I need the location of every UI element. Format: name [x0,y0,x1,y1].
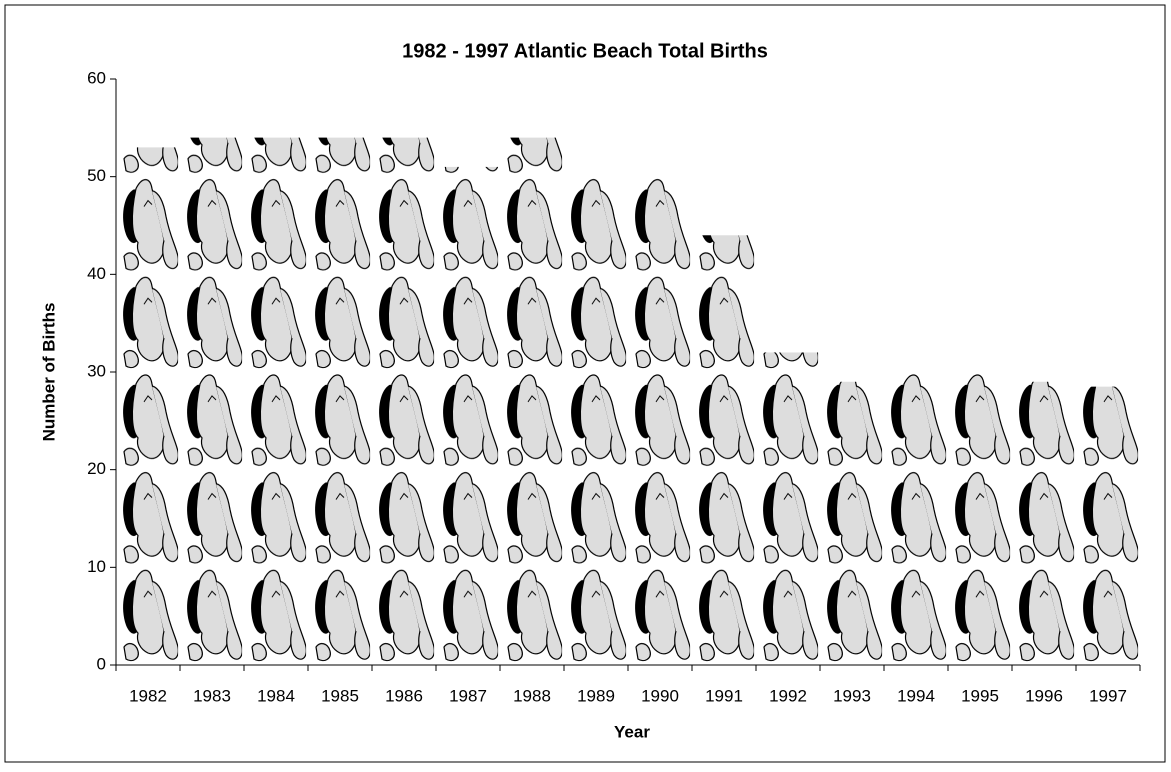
x-tick-label: 1990 [641,686,679,705]
bar [117,147,179,665]
y-tick-label: 50 [87,166,106,185]
y-tick-label: 10 [87,557,106,576]
y-tick-label: 60 [87,68,106,87]
bar [1077,386,1139,665]
chart-title: 1982 - 1997 Atlantic Beach Total Births [402,40,768,62]
x-tick-label: 1995 [961,686,999,705]
bar [501,137,563,666]
bar [693,235,755,665]
x-tick-label: 1983 [193,686,231,705]
bar [437,166,499,665]
x-tick-label: 1985 [321,686,359,705]
y-tick-label: 40 [87,264,106,283]
x-tick-label: 1987 [449,686,487,705]
bar [373,137,435,666]
x-tick-label: 1986 [385,686,423,705]
x-tick-label: 1989 [577,686,615,705]
x-tick-label: 1992 [769,686,807,705]
bar [949,372,1011,665]
x-tick-label: 1996 [1025,686,1063,705]
bar [757,352,819,665]
bar [245,137,307,666]
bar [821,381,883,665]
x-tick-label: 1997 [1089,686,1127,705]
bar [565,176,627,665]
x-tick-label: 1993 [833,686,871,705]
y-tick-label: 0 [97,654,106,673]
bar [309,137,371,666]
bar [629,176,691,665]
x-tick-label: 1984 [257,686,295,705]
x-tick-label: 1982 [129,686,167,705]
y-tick-label: 30 [87,361,106,380]
x-tick-label: 1991 [705,686,743,705]
x-tick-label: 1994 [897,686,935,705]
bar [885,372,947,665]
x-axis-title: Year [614,722,650,741]
bar [1013,381,1075,665]
bar [181,137,243,666]
y-tick-label: 20 [87,459,106,478]
y-axis-title: Number of Births [39,303,58,442]
x-tick-label: 1988 [513,686,551,705]
